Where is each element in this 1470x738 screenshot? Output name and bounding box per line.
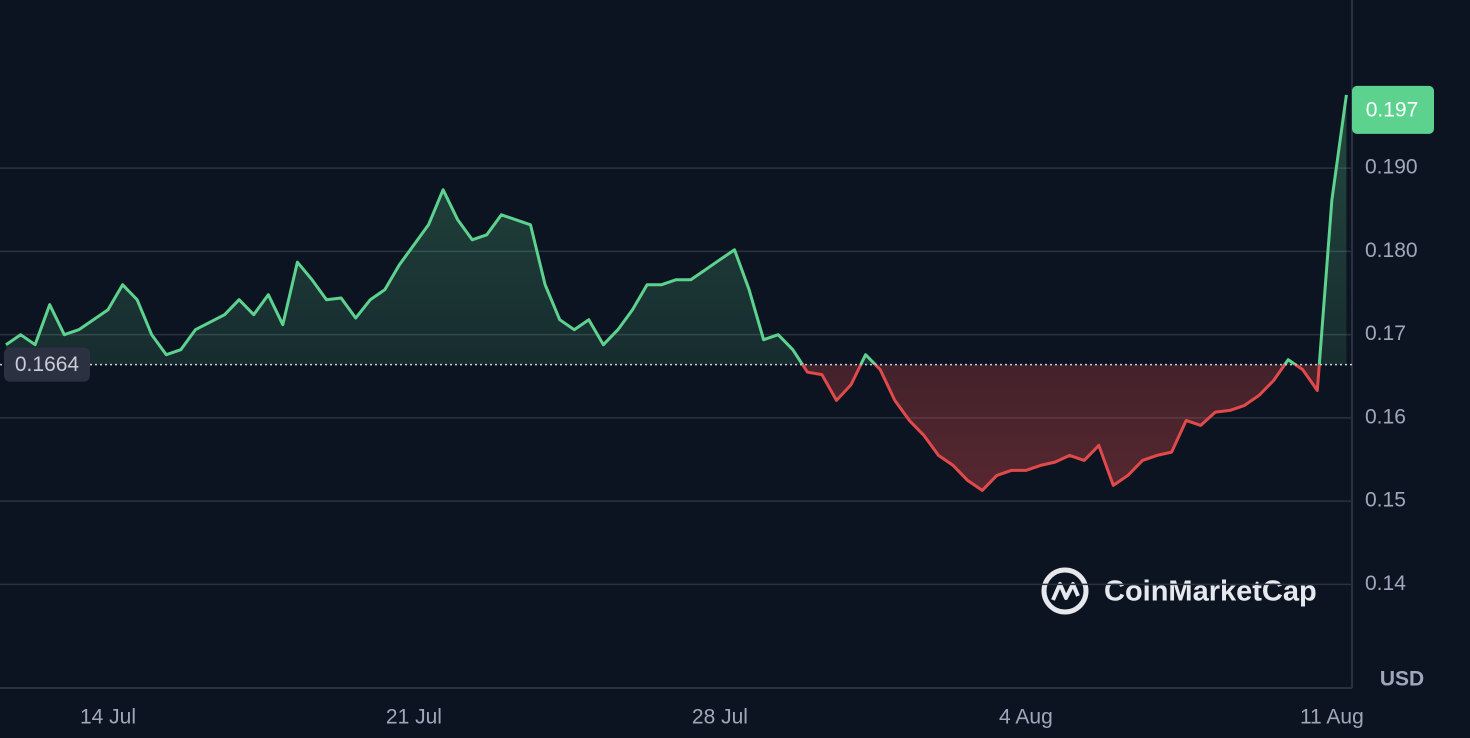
y-tick-label: 0.190 <box>1365 156 1418 179</box>
price-tag-label: 0.197 <box>1366 98 1419 121</box>
x-tick-label: 28 Jul <box>692 706 748 729</box>
baseline-label: 0.1664 <box>15 353 80 376</box>
y-tick-label: 0.15 <box>1365 489 1406 512</box>
x-tick-label: 4 Aug <box>999 706 1053 729</box>
baseline-label-bg <box>4 347 90 382</box>
watermark: CoinMarketCap <box>1041 567 1317 615</box>
area-below <box>6 364 1347 491</box>
area-above <box>6 94 1347 365</box>
logo <box>1041 567 1089 615</box>
x-tick-label: 14 Jul <box>80 706 136 729</box>
x-tick-label: 11 Aug <box>1300 706 1364 729</box>
x-tick-label: 21 Jul <box>386 706 442 729</box>
price-tag <box>1352 85 1434 134</box>
y-tick-label: 0.16 <box>1365 405 1406 428</box>
y-tick-label: 0.180 <box>1365 239 1418 262</box>
y-tick-label: 0.14 <box>1365 572 1406 595</box>
price-line-below <box>800 364 1321 492</box>
watermark-text: CoinMarketCap <box>1104 576 1317 608</box>
y-tick-label: 0.17 <box>1365 322 1406 345</box>
currency-label: USD <box>1380 668 1424 691</box>
price-line-above <box>5 94 1348 365</box>
logo <box>1051 582 1080 601</box>
